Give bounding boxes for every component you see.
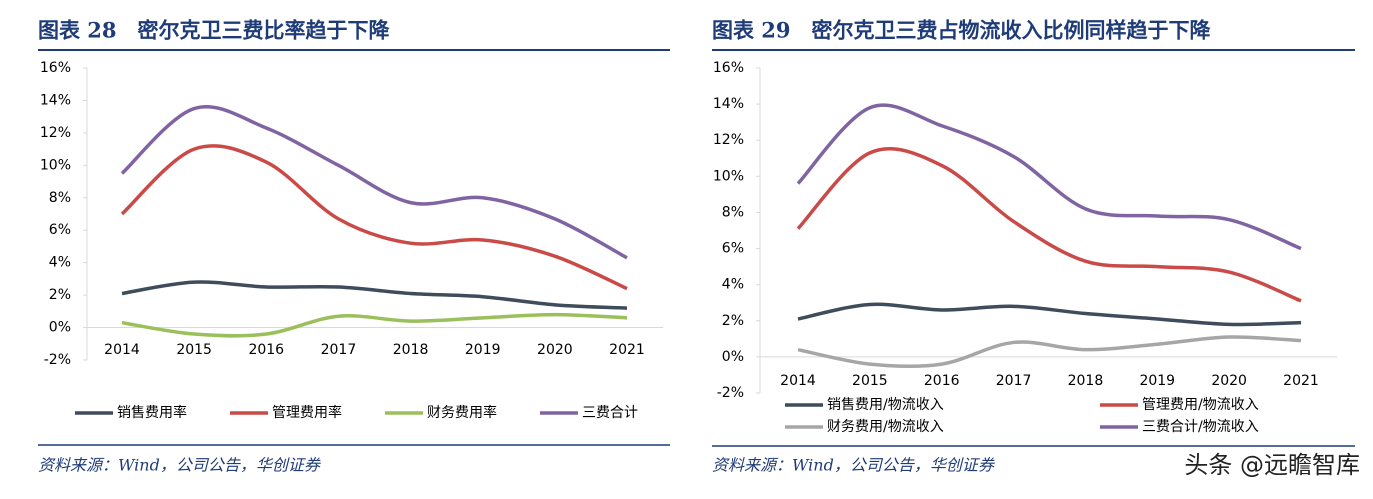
y-tick-label: 8% xyxy=(49,190,71,206)
chart-title: 图表 28 密尔克卫三费比率趋于下降 xyxy=(38,18,391,43)
y-tick-label: 12% xyxy=(40,125,71,141)
x-tick-label: 2020 xyxy=(537,342,573,358)
y-tick-label: 8% xyxy=(722,204,744,220)
watermark: 头条 @远瞻智库 xyxy=(1184,451,1360,479)
y-tick-label: 6% xyxy=(722,241,744,257)
y-tick-label: 16% xyxy=(40,60,71,76)
line-series xyxy=(120,144,628,291)
y-tick-label: 2% xyxy=(49,287,71,303)
y-tick-label: 0% xyxy=(722,349,744,365)
y-tick-label: 10% xyxy=(40,157,71,173)
x-tick-label: 2021 xyxy=(1283,373,1319,389)
y-tick-label: 12% xyxy=(713,132,744,148)
x-tick-label: 2018 xyxy=(1068,373,1104,389)
x-tick-label: 2014 xyxy=(780,373,816,389)
legend-label: 管理费用率 xyxy=(272,404,342,421)
legend-label: 财务费用率 xyxy=(427,404,497,421)
line-series xyxy=(797,302,1302,327)
x-tick-label: 2015 xyxy=(176,342,212,358)
line-series xyxy=(121,280,628,310)
x-tick-label: 2015 xyxy=(852,373,888,389)
source: 资料来源：Wind，公司公告，华创证券 xyxy=(712,456,996,475)
y-tick-label: 10% xyxy=(713,168,744,184)
y-tick-label: 2% xyxy=(722,313,744,329)
y-tick-label: -2% xyxy=(44,352,71,368)
line-series xyxy=(797,335,1302,369)
y-tick-label: 4% xyxy=(49,255,71,271)
line-series xyxy=(120,105,628,260)
x-tick-label: 2017 xyxy=(996,373,1032,389)
x-tick-label: 2019 xyxy=(1139,373,1175,389)
x-tick-label: 2016 xyxy=(924,373,960,389)
x-tick-label: 2016 xyxy=(248,342,284,358)
source: 资料来源：Wind，公司公告，华创证券 xyxy=(38,456,322,475)
legend-label: 销售费用/物流收入 xyxy=(827,397,944,413)
x-tick-label: 2019 xyxy=(465,342,501,358)
chart-title: 图表 29 密尔克卫三费占物流收入比例同样趋于下降 xyxy=(712,18,1212,43)
y-tick-label: 0% xyxy=(49,320,71,336)
y-tick-label: -2% xyxy=(717,385,744,401)
line-series xyxy=(796,147,1302,303)
legend-label: 管理费用/物流收入 xyxy=(1142,397,1259,413)
legend-label: 三费合计 xyxy=(582,405,638,421)
y-tick-label: 14% xyxy=(40,92,71,108)
line-series xyxy=(121,312,628,338)
x-tick-label: 2021 xyxy=(609,342,645,358)
y-tick-label: 6% xyxy=(49,222,71,238)
x-tick-label: 2020 xyxy=(1211,373,1247,389)
legend-label: 销售费用率 xyxy=(117,404,187,421)
legend-label: 财务费用/物流收入 xyxy=(827,419,944,435)
y-tick-label: 4% xyxy=(722,277,744,293)
y-tick-label: 14% xyxy=(713,96,744,112)
line-series xyxy=(796,103,1302,251)
x-tick-label: 2017 xyxy=(321,342,357,358)
x-tick-label: 2018 xyxy=(393,342,429,358)
legend-label: 三费合计/物流收入 xyxy=(1142,419,1259,435)
x-tick-label: 2014 xyxy=(104,342,140,358)
y-tick-label: 16% xyxy=(713,60,744,76)
